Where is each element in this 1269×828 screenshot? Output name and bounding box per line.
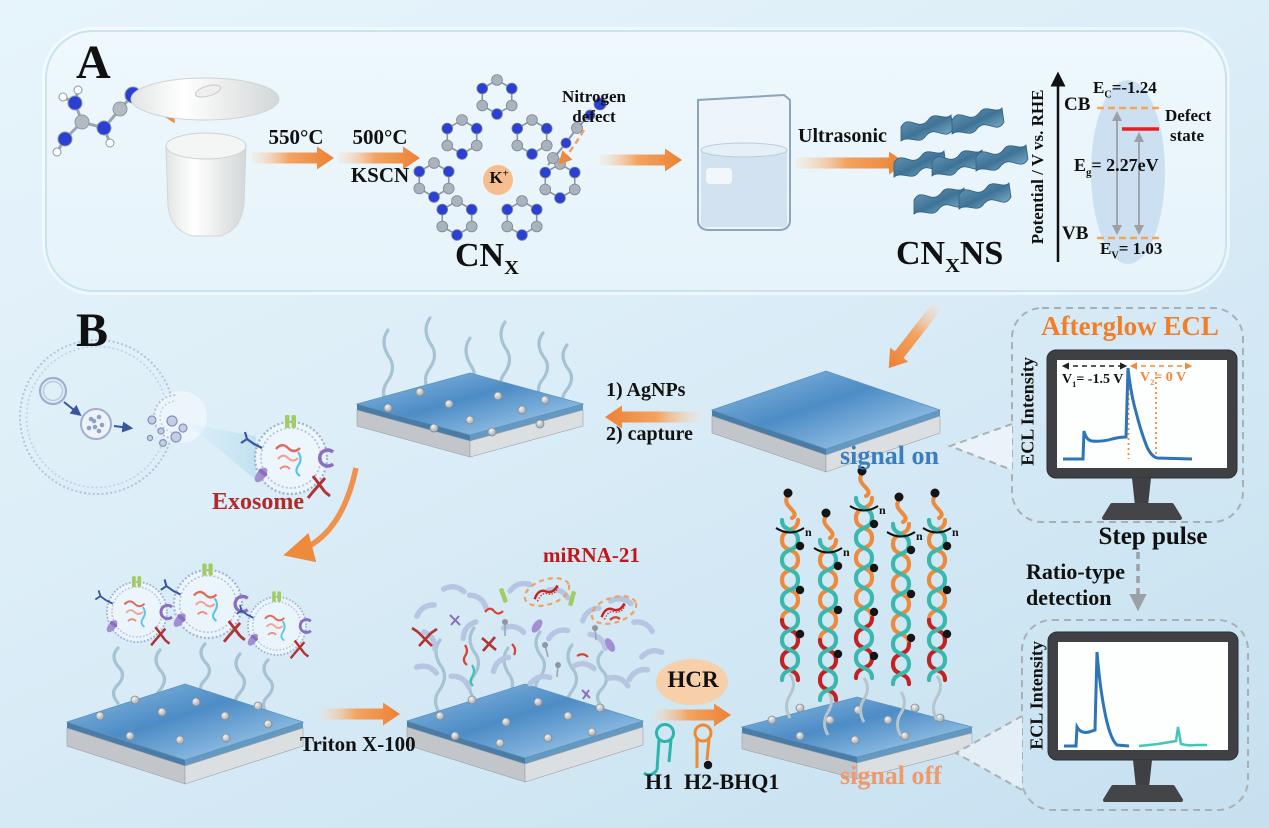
svg-text:n: n [916, 529, 923, 543]
cb-label: CB [1064, 94, 1091, 115]
hcr-label: HCR [667, 667, 719, 692]
nitrogen-defect-label-1: Nitrogen [562, 87, 626, 106]
mirna-label: miRNA-21 [543, 543, 640, 567]
step-pulse-label: Step pulse [1098, 523, 1208, 550]
svg-text:n: n [952, 525, 959, 539]
defect-state-label-2: state [1170, 126, 1204, 145]
cnx-label: CNX [455, 237, 519, 279]
h1-label: H1 [645, 769, 674, 794]
exosome-label: Exosome [212, 489, 304, 515]
ec-label: EC=-1.24 [1093, 78, 1157, 101]
ultrasonic-label: Ultrasonic [798, 125, 887, 147]
band-axis-label: Potential / V vs. RHE [1028, 89, 1048, 245]
nitrogen-defect-label-2: defect [572, 107, 616, 126]
svg-text:n: n [879, 503, 886, 517]
ev-label: EV= 1.03 [1100, 239, 1163, 262]
svg-text:n: n [843, 545, 850, 559]
cnxns-label: CNXNS [896, 235, 1004, 277]
triton-label: Triton X-100 [300, 732, 416, 756]
ratio-type-label-1: Ratio-type [1026, 559, 1125, 584]
h2-label: H2-BHQ1 [684, 769, 780, 794]
defect-state-label-1: Defect [1165, 106, 1212, 125]
v2-label: V2= 0 V [1140, 370, 1187, 387]
signal-on-label: signal on [840, 441, 939, 470]
kscn-label: KSCN [350, 163, 410, 187]
afterglow-ecl-title: Afterglow ECL [1041, 311, 1219, 341]
agnps-step2-label: 2) capture [606, 423, 693, 445]
svg-text:n: n [805, 525, 812, 539]
vb-label: VB [1062, 223, 1089, 244]
monitor2-y-axis-label: ECL Intensity [1026, 641, 1047, 750]
panel-b-label: B [76, 304, 109, 357]
temp2-label: 500°C [352, 125, 408, 149]
panel-a-label: A [76, 36, 111, 89]
ratio-type-label-2: detection [1026, 585, 1112, 610]
temp1-label: 550°C [268, 125, 324, 149]
v1-label: V1= -1.5 V [1062, 372, 1124, 389]
monitor1-y-axis-label: ECL Intensity [1017, 357, 1038, 466]
signal-off-label: signal off [840, 761, 942, 790]
potassium-ion-label: K+ [489, 168, 509, 187]
agnps-step1-label: 1) AgNPs [606, 379, 686, 401]
eg-label: Eg= 2.27eV [1074, 155, 1159, 179]
